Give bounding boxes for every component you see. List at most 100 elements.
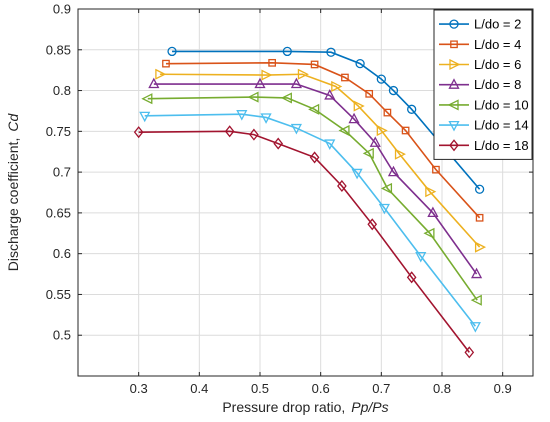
data-point-triangle-right [449, 58, 461, 71]
x-tick-label: 0.8 [433, 381, 451, 396]
grid [78, 8, 533, 376]
data-point-triangle-down [415, 251, 427, 263]
data-point-triangle-right [353, 100, 365, 112]
y-tick-label: 0.7 [53, 165, 71, 180]
series-2 [162, 58, 484, 222]
data-point-triangle-up [448, 78, 460, 89]
data-point-triangle-left [338, 124, 350, 137]
legend-entry: L/do = 14 [439, 118, 529, 133]
y-axis-label-text: Discharge coefficient, [5, 138, 21, 272]
data-point-triangle-up [471, 267, 483, 279]
series-1 [167, 46, 485, 194]
legend-entry: L/do = 4 [439, 37, 521, 52]
data-point-circle [326, 47, 336, 57]
data-point-triangle-right [155, 68, 167, 80]
series-6 [139, 110, 481, 333]
legend-label: L/do = 2 [474, 17, 521, 32]
series-7 [133, 125, 475, 359]
data-point-triangle-up [148, 77, 160, 89]
data-point-triangle-left [280, 92, 292, 104]
legend-entry: L/do = 8 [439, 77, 521, 92]
series-5 [141, 91, 482, 306]
data-point-triangle-left [470, 294, 482, 306]
data-point-triangle-up [369, 136, 381, 147]
x-tick-label: 0.5 [251, 381, 269, 396]
data-point-square [341, 73, 349, 82]
y-tick-label: 0.85 [46, 42, 71, 57]
series-line [172, 50, 481, 190]
legend: L/do = 2 L/do = 4 L/do = 6 L/do = 8 L/do = 1… [433, 9, 533, 160]
data-point-triangle-down [448, 120, 460, 132]
data-point-triangle-right [297, 68, 309, 80]
data-point-triangle-down [469, 322, 481, 333]
data-point-triangle-down [139, 111, 151, 123]
legend-entry: L/do = 2 [439, 17, 521, 32]
data-point-diamond [309, 151, 320, 164]
data-point-square [310, 60, 319, 69]
data-point-triangle-right [474, 241, 487, 253]
data-point-triangle-left [247, 91, 259, 103]
legend-label: L/do = 18 [474, 138, 529, 153]
series-line [165, 62, 481, 219]
legend-label: L/do = 4 [474, 37, 521, 52]
data-point-circle [355, 58, 365, 69]
data-point-triangle-left [423, 227, 435, 239]
legend-label: L/do = 10 [474, 97, 529, 112]
data-point-triangle-down [260, 113, 272, 124]
data-point-circle [449, 19, 459, 29]
data-point-triangle-up [387, 165, 400, 177]
series-line [144, 113, 476, 327]
legend-label: L/do = 6 [474, 57, 521, 72]
x-axis-label-text: Pressure drop ratio, [222, 399, 345, 415]
series-4 [148, 77, 483, 279]
data-point-square [383, 108, 392, 117]
y-axis-label: Discharge coefficient, Cd [5, 113, 21, 272]
data-point-diamond [464, 346, 475, 359]
data-point-triangle-down [378, 203, 390, 215]
data-point-diamond [224, 125, 235, 138]
data-point-circle [407, 104, 417, 114]
data-point-diamond [337, 179, 347, 193]
data-point-square [401, 126, 410, 135]
data-point-triangle-left [141, 93, 153, 105]
y-tick-label: 0.55 [46, 287, 71, 302]
data-point-square [365, 89, 374, 98]
data-point-square [268, 58, 276, 67]
series-3 [155, 68, 487, 253]
data-point-triangle-up [427, 206, 439, 218]
data-point-diamond [406, 271, 417, 284]
y-tick-label: 0.8 [53, 83, 71, 98]
data-point-diamond [449, 139, 459, 152]
x-tick-label: 0.9 [494, 381, 512, 396]
x-axis-label-variable: Pp/Ps [351, 399, 388, 415]
data-point-triangle-left [380, 182, 393, 194]
data-point-triangle-up [348, 112, 360, 124]
data-point-triangle-right [376, 124, 388, 137]
y-axis-label-variable: Cd [5, 113, 21, 132]
series-line [159, 73, 481, 248]
data-point-diamond [133, 126, 144, 139]
data-point-triangle-down [236, 110, 248, 121]
data-point-circle [474, 184, 485, 194]
data-point-circle [167, 46, 177, 57]
legend-entry: L/do = 6 [439, 57, 521, 72]
legend-label: L/do = 8 [474, 77, 521, 92]
data-point-triangle-down [351, 168, 363, 180]
series-line [153, 83, 478, 275]
data-point-circle [388, 85, 399, 96]
x-tick-label: 0.6 [312, 381, 330, 396]
y-tick-label: 0.75 [46, 124, 71, 139]
data-point-triangle-right [331, 80, 343, 93]
data-point-square [432, 165, 440, 174]
data-point-square [162, 59, 170, 68]
data-point-diamond [249, 128, 259, 141]
data-point-square [450, 40, 458, 49]
data-point-diamond [273, 137, 284, 150]
legend-label: L/do = 14 [474, 118, 529, 133]
data-point-triangle-down [290, 123, 302, 135]
data-point-triangle-left [362, 147, 374, 159]
y-tick-label: 0.65 [46, 205, 71, 220]
axis-ticks: 0.3 0.4 0.5 0.6 0.7 0.8 0.9 0.5 0.55 0.6 0.65 0.7 0.… [46, 2, 533, 396]
data-point-circle [282, 46, 292, 57]
